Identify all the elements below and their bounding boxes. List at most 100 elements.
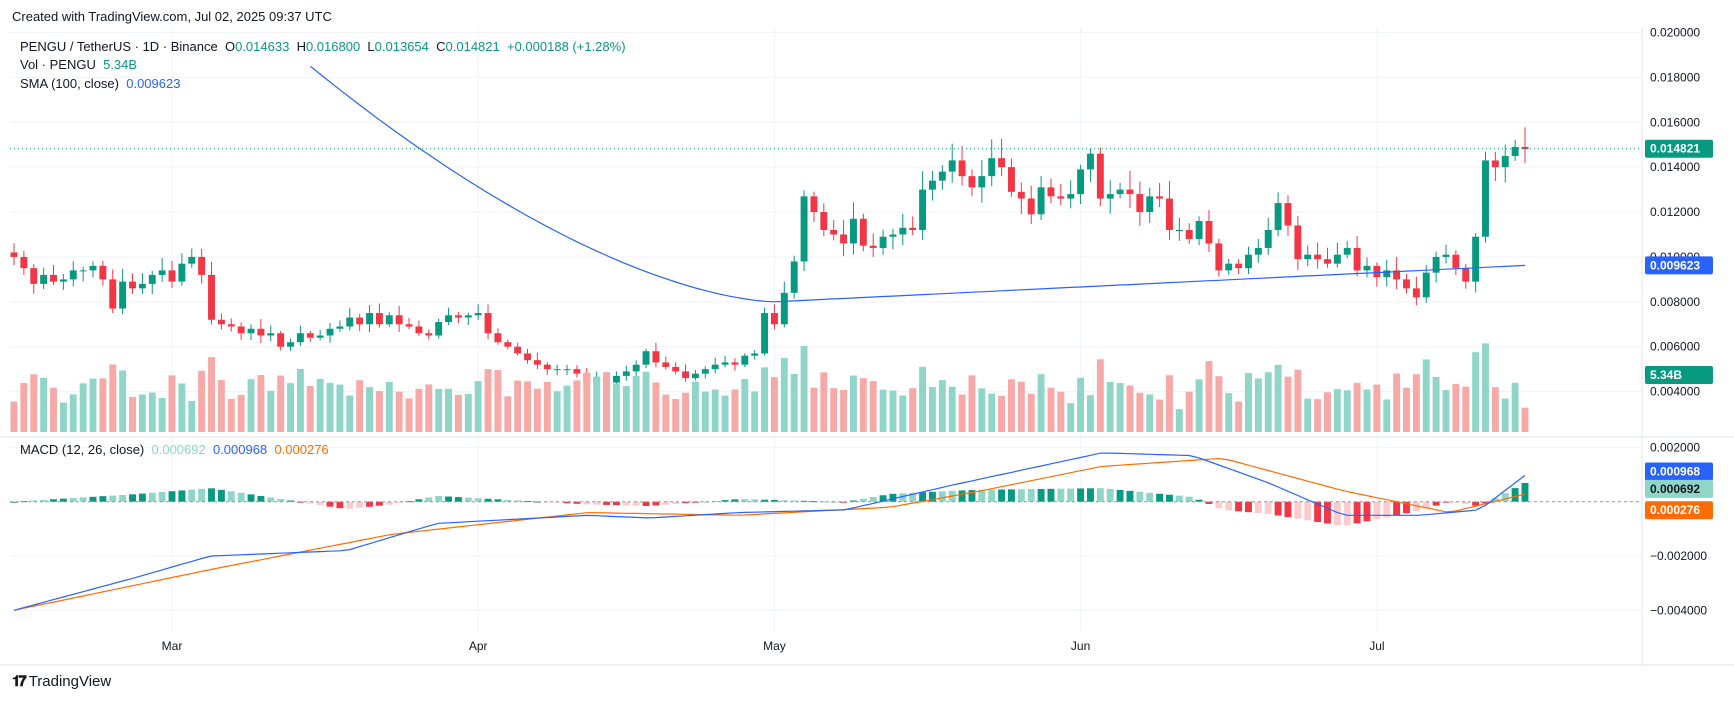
macd-hist-bar bbox=[129, 494, 136, 502]
volume-bar bbox=[652, 382, 660, 432]
macd-hist-bar bbox=[217, 489, 225, 502]
price-tick-label: 0.014000 bbox=[1650, 160, 1700, 174]
macd-hist-bar bbox=[612, 501, 620, 506]
volume-bar bbox=[701, 391, 709, 432]
volume-bar bbox=[129, 396, 136, 432]
volume-bar bbox=[158, 397, 166, 432]
volume-bar bbox=[1314, 399, 1322, 432]
candle-body bbox=[366, 313, 373, 325]
volume-bar bbox=[237, 394, 245, 432]
macd-hist-bar bbox=[1304, 501, 1312, 521]
macd-hist-bar bbox=[879, 495, 887, 502]
volume-bar bbox=[840, 390, 848, 432]
volume-bar bbox=[1215, 376, 1223, 432]
candle-body bbox=[998, 158, 1006, 168]
candle-body bbox=[30, 268, 38, 284]
candle-body bbox=[553, 369, 561, 371]
macd-hist-bar bbox=[1373, 501, 1381, 520]
candle-body bbox=[454, 315, 462, 318]
volume-bar bbox=[780, 358, 788, 432]
price-tick-label: 0.016000 bbox=[1650, 115, 1700, 129]
volume-bar bbox=[919, 366, 927, 432]
macd-hist-bar bbox=[316, 501, 324, 506]
volume-bar bbox=[1116, 383, 1124, 432]
macd-hist-bar bbox=[425, 497, 433, 502]
candle-body bbox=[770, 313, 778, 325]
volume-bar bbox=[1185, 391, 1193, 432]
candle-body bbox=[731, 362, 739, 365]
volume-bar bbox=[869, 381, 877, 432]
volume-bar bbox=[612, 383, 620, 432]
macd-hist-bar bbox=[563, 501, 571, 504]
macd-hist-bar bbox=[1383, 501, 1391, 518]
candle-body bbox=[830, 230, 838, 235]
volume-bar bbox=[464, 394, 472, 432]
macd-hist-bar bbox=[109, 495, 117, 502]
candle-body bbox=[375, 313, 383, 325]
macd-hist-bar bbox=[1166, 494, 1173, 502]
macd-hist-bar bbox=[198, 488, 206, 502]
candle-body bbox=[1521, 146, 1529, 150]
candle-body bbox=[109, 279, 117, 309]
candle-body bbox=[612, 375, 620, 383]
candle-body bbox=[1333, 254, 1341, 264]
volume-bar bbox=[800, 346, 808, 432]
macd-hist-bar bbox=[1491, 498, 1499, 502]
candle-body bbox=[1116, 189, 1124, 195]
candle-body bbox=[10, 252, 18, 257]
price-tick-label: 0.020000 bbox=[1650, 25, 1700, 39]
volume-bar bbox=[138, 394, 146, 432]
volume-bar bbox=[267, 390, 275, 432]
candle-body bbox=[889, 234, 897, 237]
macd-hist-bar bbox=[780, 500, 788, 502]
macd-hist-bar bbox=[1126, 490, 1134, 502]
candle-body bbox=[148, 274, 156, 284]
volume-bar bbox=[1452, 383, 1460, 432]
volume-bar bbox=[1225, 393, 1233, 432]
candle-body bbox=[79, 270, 87, 272]
volume-bar bbox=[1353, 382, 1361, 432]
volume-bar bbox=[375, 391, 383, 432]
candle-body bbox=[1274, 203, 1282, 230]
close-value: 0.014821 bbox=[445, 39, 500, 54]
volume-bar bbox=[958, 394, 966, 432]
volume-bar bbox=[721, 395, 729, 432]
volume-legend: Vol · PENGU 5.34B bbox=[20, 57, 137, 72]
candle-body bbox=[652, 351, 660, 363]
macd-hist-bar bbox=[435, 495, 443, 502]
volume-bar bbox=[1077, 377, 1085, 432]
volume-bar bbox=[198, 370, 206, 432]
macd-hist-bar bbox=[1511, 488, 1519, 502]
candle-body bbox=[1087, 153, 1094, 170]
volume-bar bbox=[1363, 389, 1371, 432]
symbol-label: PENGU / TetherUS · 1D · Binance bbox=[20, 39, 218, 54]
volume-bar bbox=[1008, 379, 1015, 432]
macd-hist-bar bbox=[919, 492, 927, 502]
macd-hist-bar bbox=[30, 500, 38, 502]
candle-body bbox=[780, 292, 788, 325]
volume-bar bbox=[257, 375, 265, 432]
low-label: L bbox=[367, 39, 375, 54]
volume-bar bbox=[1156, 399, 1164, 432]
candle-body bbox=[662, 362, 670, 367]
volume-bar bbox=[346, 395, 354, 432]
candle-body bbox=[1096, 153, 1104, 199]
macd-hist-bar bbox=[731, 499, 739, 502]
macd-hist-bar bbox=[909, 492, 917, 502]
candle-body bbox=[1472, 236, 1480, 282]
macd-hist-bar bbox=[672, 501, 680, 504]
volume-bar bbox=[761, 367, 769, 432]
macd-hist-bar bbox=[1353, 501, 1361, 524]
candle-body bbox=[1195, 221, 1203, 239]
macd-hist-bar bbox=[1521, 482, 1529, 502]
volume-bar bbox=[879, 389, 887, 432]
volume-bar bbox=[227, 398, 235, 432]
candle-body bbox=[563, 369, 571, 371]
macd-signal-value: 0.000276 bbox=[274, 442, 329, 457]
candle-body bbox=[445, 315, 452, 323]
volume-bar bbox=[79, 383, 87, 432]
candle-body bbox=[1126, 189, 1134, 195]
volume-bar bbox=[642, 371, 650, 432]
volume-tag: 5.34B bbox=[1650, 368, 1682, 382]
